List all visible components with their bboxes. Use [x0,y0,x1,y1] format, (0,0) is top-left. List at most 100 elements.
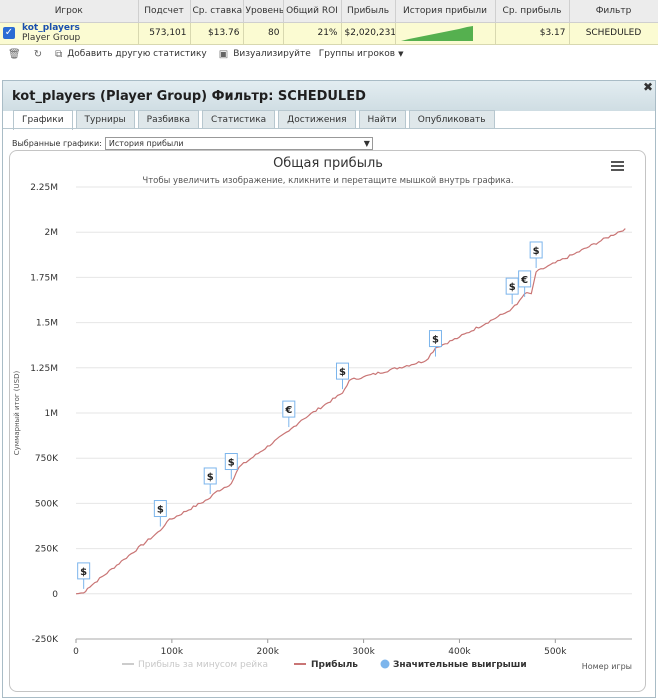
tab-breakdown[interactable]: Разбивка [137,110,200,129]
close-icon[interactable]: ✖ [642,80,653,94]
col-header-avg-stake[interactable]: Ср. ставка [190,0,244,23]
player-groups-label: Группы игроков [318,49,396,59]
big-win-marker-box [428,330,442,348]
chart-frame: Общая прибыль Чтобы увеличить изображение… [9,150,646,692]
stats-toolbar: 🗑 ↻ ⧉ Добавить другую статистику ▣ Визуали… [0,44,658,64]
tabs-divider [3,128,655,129]
y-axis-label: Суммарный итог (USD) [13,371,21,456]
big-win-marker-box [335,362,349,380]
y-tick-label: 500K [35,499,59,509]
col-header-roi[interactable]: Общий ROI [283,0,342,23]
big-win-marker-label: $ [339,367,346,378]
selected-charts-select[interactable]: История прибыли ▼ [104,137,373,150]
avg-profit-cell: $3.17 [495,22,570,45]
big-win-marker-label: $ [509,282,516,293]
col-header-profit-history[interactable]: История прибыли [395,0,496,23]
chart-subtitle: Чтобы увеличить изображение, кликните и … [142,176,513,186]
tab-tournaments[interactable]: Турниры [75,110,135,129]
chevron-down-icon: ▼ [398,50,404,58]
y-tick-label: 0 [52,590,58,600]
big-win-marker-box [282,400,296,418]
avg-stake-cell: $13.76 [190,22,244,45]
menu-icon-bar [611,165,624,167]
profit-chart[interactable]: Общая прибыль Чтобы увеличить изображение… [10,151,647,693]
y-tick-label: 2M [45,228,59,238]
big-win-marker-box [518,270,532,288]
col-header-avg-profit[interactable]: Ср. прибыль [495,0,570,23]
big-win-marker-label: $ [207,472,214,483]
legend-bigwin-label: Значительные выигрыши [393,660,527,670]
big-win-marker-label: $ [432,335,439,346]
tab-publish[interactable]: Опубликовать [408,110,495,129]
tab-achievements[interactable]: Достижения [278,110,356,129]
x-tick-label: 400k [448,647,471,657]
legend-profit-label: Прибыль [311,659,358,670]
tab-statistics[interactable]: Статистика [202,110,276,129]
panel-title: kot_players (Player Group) Фильтр: SCHED… [12,89,366,104]
y-tick-label: 1.75M [30,273,58,283]
table-header-row: Игрок Подсчет Ср. ставка Уровень Общий R… [0,0,658,23]
col-header-filter[interactable]: Фильтр [569,0,658,23]
chart-title: Общая прибыль [273,156,383,171]
big-win-marker-label: € [284,405,292,416]
menu-icon-bar [611,169,624,171]
x-tick-label: 200k [257,647,280,657]
chevron-down-icon: ▼ [363,139,370,148]
col-header-profit[interactable]: Прибыль [341,0,396,23]
tab-find[interactable]: Найти [358,110,406,129]
y-tick-label: 250K [35,545,59,555]
y-tick-label: 1M [45,409,59,419]
visualize-label: Визуализируйте [233,49,311,59]
refresh-icon: ↻ [33,48,43,60]
add-stat-icon: ⧉ [55,48,63,60]
trash-icon: 🗑 [8,48,21,60]
big-win-marker-box [153,500,167,518]
y-tick-label: 750K [35,454,59,464]
x-tick-label: 500k [544,647,567,657]
profit-sparkline [400,26,473,41]
big-win-marker-box [224,453,238,471]
refresh-button[interactable]: ↻ [34,49,47,60]
player-cell: ✓ kot_players Player Group [0,22,139,45]
visualize-icon: ▣ [218,48,229,60]
selected-charts-value: История прибыли [108,139,184,148]
player-groups-dropdown[interactable]: Группы игроков ▼ [319,49,404,59]
x-tick-label: 300k [352,647,375,657]
y-tick-label: -250K [32,635,59,645]
big-win-marker-label: $ [80,567,87,578]
add-stat-button[interactable]: ⧉ Добавить другую статистику [55,49,207,60]
level-cell: 80 [243,22,284,45]
player-type: Player Group [22,33,81,43]
panel-tabs: Графики Турниры Разбивка Статистика Дост… [13,110,498,130]
profit-series-line [75,228,626,595]
visualize-button[interactable]: ▣ Визуализируйте [219,49,311,60]
big-win-marker-label: $ [157,505,164,516]
menu-icon-bar [611,161,624,163]
player-name-link[interactable]: kot_players [22,23,80,33]
count-cell: 573,101 [138,22,191,45]
col-header-player[interactable]: Игрок [0,0,139,23]
roi-cell: 21% [283,22,342,45]
table-row[interactable]: ✓ kot_players Player Group 573,101 $13.7… [0,22,658,45]
y-tick-label: 1.5M [36,319,58,329]
panel-header: kot_players (Player Group) Фильтр: SCHED… [3,80,655,111]
x-tick-label: 0 [73,647,79,657]
delete-button[interactable]: 🗑 [8,49,26,60]
tab-charts[interactable]: Графики [13,110,73,130]
row-checkbox[interactable]: ✓ [3,27,15,39]
filter-cell: SCHEDULED [569,22,658,45]
x-tick-label: 100k [161,647,184,657]
profit-history-cell [395,22,496,45]
legend-bigwin-swatch [380,659,390,669]
player-detail-panel: kot_players (Player Group) Фильтр: SCHED… [2,80,656,698]
x-axis-label: Номер игры [582,662,632,671]
y-tick-label: 1.25M [30,364,58,374]
big-win-marker-label: $ [228,458,235,469]
col-header-count[interactable]: Подсчет [138,0,191,23]
profit-cell: $2,020,231 [341,22,396,45]
add-stat-label: Добавить другую статистику [67,49,207,59]
big-win-marker-label: $ [533,246,540,257]
col-header-level[interactable]: Уровень [243,0,284,23]
big-win-marker-box [203,467,217,485]
y-tick-label: 2.25M [30,183,58,193]
